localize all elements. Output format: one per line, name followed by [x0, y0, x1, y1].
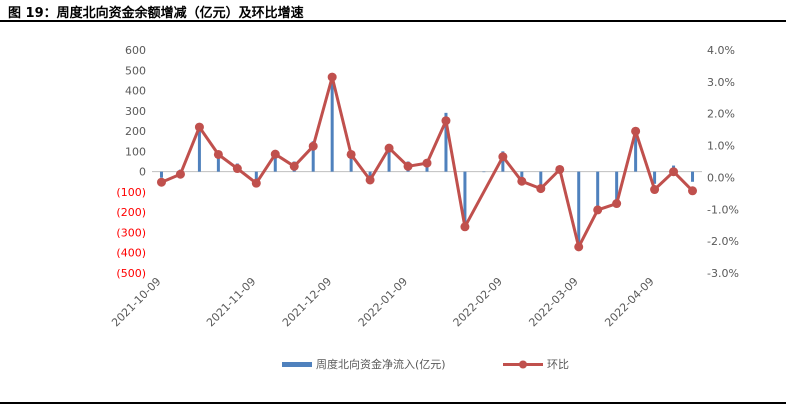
bar [615, 171, 619, 205]
bar [273, 153, 277, 172]
bar [311, 141, 315, 172]
right-axis-tick: 4.0% [707, 44, 735, 57]
line-point [232, 164, 242, 174]
x-axis-tick: 2021-10-09 [109, 275, 163, 329]
legend-bar-label: 周度北向资金净流入(亿元) [316, 357, 446, 371]
bar [691, 171, 695, 182]
line-point [175, 169, 185, 179]
line-point [555, 164, 565, 174]
legend: 周度北向资金净流入(亿元) 环比 [282, 357, 569, 371]
bar [330, 76, 334, 172]
tick-labels: 600 500 400 300 200 100 0 (100) (200) (300) (400) (… [109, 44, 739, 329]
line-point [612, 199, 622, 209]
bottom-rule [0, 402, 786, 404]
line-point [536, 184, 546, 194]
x-axis-tick: 2022-01-09 [356, 275, 410, 329]
left-axis-tick: 400 [125, 85, 146, 98]
line-point [156, 177, 166, 187]
top-rule [0, 20, 786, 22]
legend-line-marker [519, 360, 527, 369]
bar [254, 171, 258, 180]
bar [368, 171, 372, 178]
line-point [460, 222, 470, 232]
bar [501, 151, 505, 172]
bar [444, 112, 448, 172]
bar [539, 171, 543, 186]
left-axis-tick: 200 [125, 125, 146, 138]
line-series-path [160, 75, 694, 249]
legend-bar-swatch [282, 362, 312, 367]
line-point [346, 149, 356, 159]
line-point [669, 167, 679, 177]
right-axis-tick: 2.0% [707, 108, 735, 121]
line-point [327, 72, 337, 82]
line-point [441, 116, 451, 126]
x-axis-tick: 2021-11-09 [204, 275, 258, 329]
bar [216, 153, 220, 172]
line-series [156, 72, 698, 252]
right-axis-tick: -1.0% [707, 203, 739, 216]
left-axis-tick: (400) [116, 247, 146, 260]
line-point [498, 152, 508, 162]
left-axis-tick: (100) [116, 186, 146, 199]
right-axis-tick: 0.0% [707, 171, 735, 184]
bar [349, 153, 353, 172]
figure-title: 图 19：周度北向资金余额增减（亿元）及环比增速 [8, 6, 304, 21]
line-point [365, 175, 375, 185]
left-axis-tick: 0 [139, 166, 146, 179]
left-axis-tick: 300 [125, 105, 146, 118]
line-point [270, 149, 280, 159]
right-axis-tick: 1.0% [707, 140, 735, 153]
line-point [308, 141, 318, 151]
line-point [422, 158, 432, 168]
line-point [631, 126, 641, 136]
left-axis-tick: 100 [125, 145, 146, 158]
line-point [384, 143, 394, 153]
left-axis-tick: (500) [116, 267, 146, 280]
line-point [574, 242, 584, 252]
x-axis-tick: 2022-02-09 [451, 275, 505, 329]
line-point [251, 178, 261, 188]
right-axis-tick: 3.0% [707, 76, 735, 89]
bar [577, 171, 581, 247]
right-axis-tick: -3.0% [707, 267, 739, 280]
left-axis-tick: (200) [116, 206, 146, 219]
bar [387, 145, 391, 172]
bar [159, 171, 163, 178]
bar [653, 171, 657, 184]
line-point [289, 161, 299, 171]
bar [197, 127, 201, 172]
line-point [593, 205, 603, 215]
left-axis-tick: 600 [125, 44, 146, 57]
left-axis-tick: 500 [125, 64, 146, 77]
line-point [650, 185, 660, 195]
x-axis-tick: 2022-04-09 [602, 275, 656, 329]
bar [634, 127, 638, 172]
line-point [194, 122, 204, 132]
line-point [688, 186, 698, 196]
bar [596, 171, 600, 209]
line-point [213, 149, 223, 159]
right-axis-tick: -2.0% [707, 235, 739, 248]
line-point [403, 161, 413, 171]
x-axis-tick: 2022-03-09 [526, 275, 580, 329]
left-axis-tick: (300) [116, 226, 146, 239]
bar [520, 171, 524, 178]
line-point [517, 176, 527, 186]
bar [463, 171, 467, 227]
legend-line-label: 环比 [547, 358, 569, 371]
bar [482, 171, 486, 173]
x-axis-tick: 2021-12-09 [280, 275, 334, 329]
